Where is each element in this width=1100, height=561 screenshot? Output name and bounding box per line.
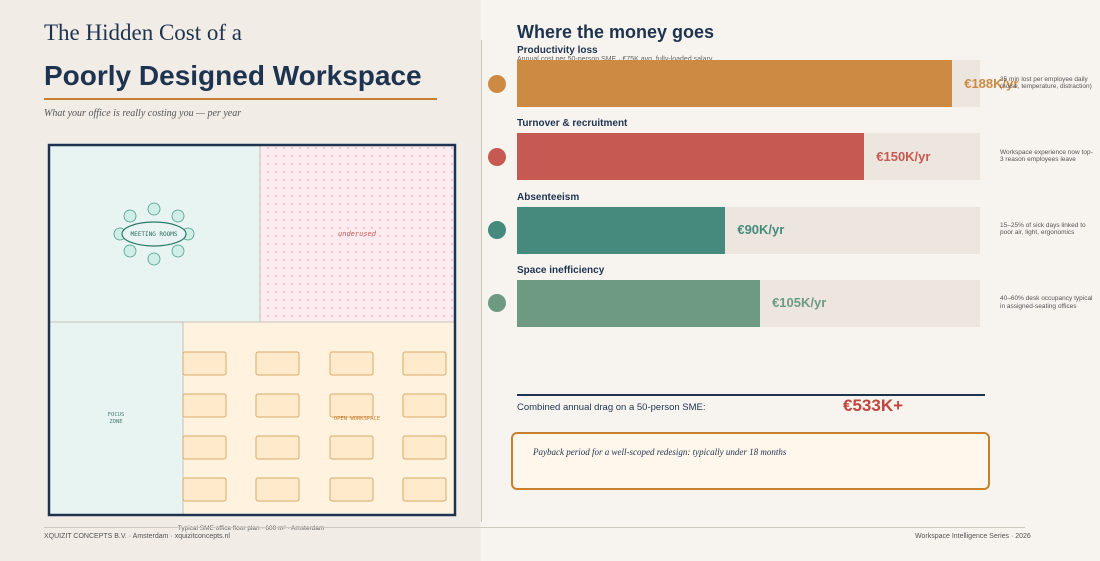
desk <box>182 351 227 376</box>
desk <box>255 393 300 418</box>
desk <box>329 351 374 376</box>
summary-label: Combined annual drag on a 50-person SME: <box>517 402 706 413</box>
desk <box>402 351 447 376</box>
bar <box>517 279 761 327</box>
underused-zone <box>260 145 455 322</box>
value-label: €105K/yr <box>772 295 827 311</box>
subtitle: What your office is really costing you —… <box>44 108 242 119</box>
note: 15–25% of sick days linked to poor air, … <box>1000 222 1086 237</box>
bar <box>517 206 726 254</box>
divider <box>481 40 482 522</box>
category-label: Turnover & recruitment <box>517 118 628 130</box>
focus-label: FOCUS <box>108 412 125 418</box>
footer-left: XQUIZIT CONCEPTS B.V. · Amsterdam · xqui… <box>44 533 230 540</box>
bullet <box>488 147 506 166</box>
open-label: OPEN WORKSPACE <box>334 416 380 422</box>
desk <box>182 393 227 418</box>
chart-title: Where the money goes <box>517 22 715 42</box>
focus-label: ZONE <box>109 419 122 425</box>
desk <box>182 477 227 502</box>
callout-box <box>511 432 990 490</box>
footer-right: Workspace Intelligence Series · 2026 <box>915 533 1031 540</box>
desk <box>329 477 374 502</box>
desk <box>402 435 447 460</box>
desk <box>255 351 300 376</box>
underused-label: underused <box>338 230 377 238</box>
focus-zone <box>49 322 183 515</box>
chart-subtitle: Annual cost per 50-person SME · €75K avg… <box>517 56 712 63</box>
title-rule <box>44 98 437 100</box>
value-label: €90K/yr <box>737 222 785 238</box>
summary-rule <box>517 394 985 396</box>
bullet <box>488 221 506 240</box>
plan-caption: Typical SME office floor plan · 600 m² ·… <box>178 525 325 532</box>
floor-plan: MEETING ROOMS underused FOCUS ZONE OPEN … <box>47 143 457 532</box>
bullet <box>488 74 506 93</box>
callout: Payback period for a well-scoped redesig… <box>533 447 787 457</box>
category-label: Productivity loss <box>517 45 598 56</box>
note: 40–60% desk occupancy typical in assigne… <box>1000 295 1093 310</box>
desk <box>329 435 374 460</box>
desk <box>255 477 300 502</box>
note: Workspace experience now top-3 reason em… <box>1000 148 1093 163</box>
desk <box>329 393 374 418</box>
desk <box>182 435 227 460</box>
value-label: €150K/yr <box>876 148 931 164</box>
meeting-label: MEETING ROOMS <box>131 231 178 238</box>
category-label: Absenteeism <box>517 191 580 203</box>
footer-rule <box>44 527 1025 528</box>
title-line2: Poorly Designed Workspace <box>44 60 422 91</box>
desk <box>255 435 300 460</box>
value-label: €188K/yr <box>964 75 1019 91</box>
plan-border <box>47 143 457 517</box>
category-label: Space inefficiency <box>517 264 605 276</box>
desk <box>402 393 447 418</box>
desk <box>402 477 447 502</box>
title-line1: The Hidden Cost of a <box>44 20 243 45</box>
bar <box>517 133 865 181</box>
bullet <box>488 294 506 313</box>
bar <box>517 60 953 107</box>
summary-value: €533K+ <box>843 396 904 415</box>
note: 35 min lost per employee daily (noise, t… <box>1000 75 1092 90</box>
